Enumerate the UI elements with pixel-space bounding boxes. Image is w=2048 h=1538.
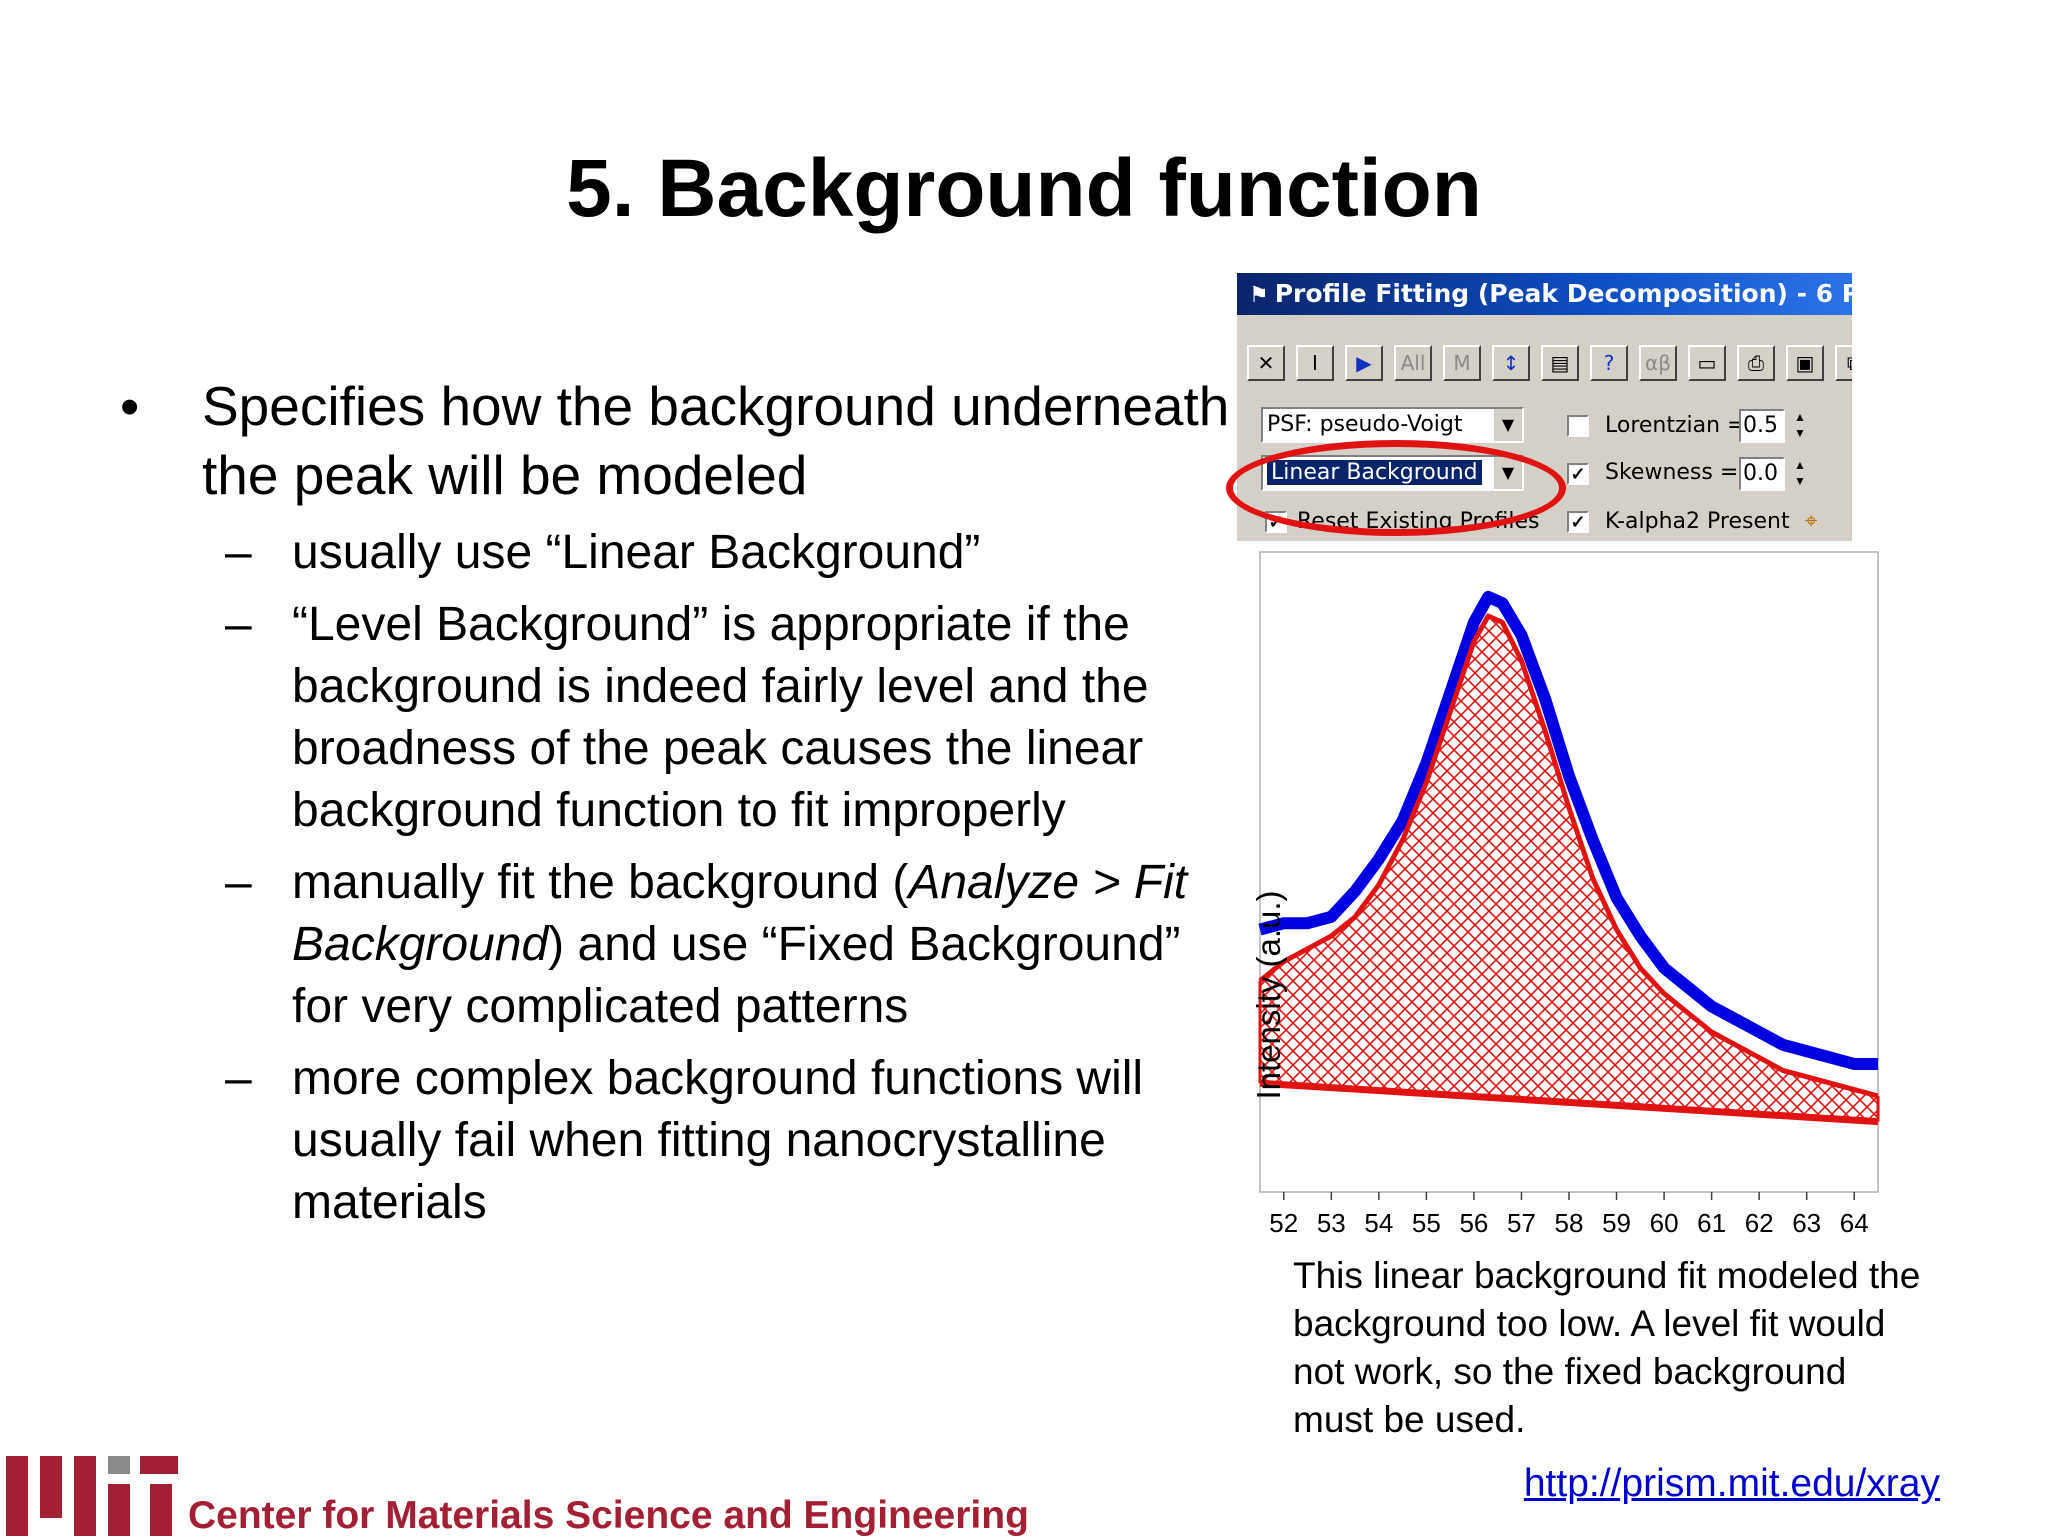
open-folder-button[interactable]: ▭ bbox=[1688, 345, 1726, 381]
observed-data-line bbox=[1258, 590, 1878, 1070]
sub-bullet-dash: – bbox=[225, 1052, 252, 1105]
main-bullet: • Specifies how the background underneat… bbox=[120, 372, 1230, 510]
x-tick-label: 60 bbox=[1650, 1208, 1679, 1238]
footer-center-name: Center for Materials Science and Enginee… bbox=[188, 1494, 1029, 1537]
skewness-label: Skewness = bbox=[1605, 460, 1739, 485]
x-tick-label: 52 bbox=[1269, 1208, 1298, 1238]
x-tick-label: 58 bbox=[1555, 1208, 1584, 1238]
pin-icon: ⚑ bbox=[1249, 283, 1269, 308]
copy-button[interactable]: ⧉ bbox=[1835, 345, 1852, 381]
menu-path: Analyze > Fit Background bbox=[292, 856, 1188, 971]
sub-bullet-dash: – bbox=[225, 526, 252, 579]
lorentzian-label: Lorentzian = bbox=[1605, 413, 1746, 438]
psf-select[interactable]: PSF: pseudo-Voigt ▼ bbox=[1261, 407, 1524, 443]
footer-link[interactable]: http://prism.mit.edu/xray bbox=[1523, 1462, 1940, 1505]
x-tick-label: 56 bbox=[1459, 1208, 1488, 1238]
mit-logo bbox=[6, 1456, 178, 1536]
x-tick-label: 53 bbox=[1317, 1208, 1346, 1238]
target-icon[interactable]: ⌖ bbox=[1805, 509, 1818, 534]
lorentzian-checkbox[interactable] bbox=[1567, 415, 1589, 437]
kalpha2-checkbox[interactable]: ✓ bbox=[1567, 511, 1589, 533]
close-fit-button[interactable]: ✕ bbox=[1247, 345, 1285, 381]
cursor-button[interactable]: I bbox=[1296, 345, 1334, 381]
chevron-down-icon[interactable]: ▼ bbox=[1492, 409, 1522, 441]
sub-bullet-1: – usually use “Linear Background” bbox=[120, 522, 1230, 584]
x-tick-label: 59 bbox=[1602, 1208, 1631, 1238]
sub-bullet-text: manually fit the background ( bbox=[292, 856, 909, 909]
peaks-button[interactable]: M bbox=[1443, 345, 1481, 381]
background-line bbox=[1259, 1079, 1879, 1126]
alpha-beta-button[interactable]: αβ bbox=[1639, 345, 1677, 381]
help-button[interactable]: ? bbox=[1590, 345, 1628, 381]
x-tick-label: 55 bbox=[1412, 1208, 1441, 1238]
x-tick-label: 64 bbox=[1840, 1208, 1869, 1238]
sub-bullet-text: more complex background functions will u… bbox=[292, 1052, 1144, 1229]
sub-bullet-text: “Level Background” is appropriate if the… bbox=[292, 598, 1149, 837]
dialog-title: Profile Fitting (Peak Decomposition) - 6… bbox=[1274, 279, 1852, 308]
sub-bullet-2: – “Level Background” is appropriate if t… bbox=[120, 594, 1230, 842]
figure-caption: This linear background fit modeled the b… bbox=[1293, 1255, 1921, 1440]
refine-button[interactable]: ↕ bbox=[1492, 345, 1530, 381]
lorentzian-input[interactable]: 0.5 bbox=[1739, 409, 1785, 443]
chart: 52 53 54 55 56 57 58 59 60 61 62 63 64 Intensity (a.… bbox=[1250, 551, 1880, 1238]
sub-bullet-dash: – bbox=[225, 856, 252, 909]
highlight-oval bbox=[1226, 440, 1566, 536]
dialog-titlebar: ⚑ Profile Fitting (Peak Decomposition) - … bbox=[1237, 273, 1852, 315]
x-tick-label: 54 bbox=[1364, 1208, 1393, 1238]
fit-area-hatch bbox=[1260, 616, 1878, 1122]
skewness-input[interactable]: 0.0 bbox=[1739, 457, 1785, 491]
save-button[interactable]: ▣ bbox=[1786, 345, 1824, 381]
x-tick-label: 63 bbox=[1792, 1208, 1821, 1238]
play-button[interactable]: ▶ bbox=[1345, 345, 1383, 381]
sub-bullet-text: ) and use “Fixed Background” for very co… bbox=[292, 918, 1181, 1033]
main-bullet-text: Specifies how the background underneath … bbox=[202, 375, 1230, 506]
sub-bullet-4: – more complex background functions will… bbox=[120, 1048, 1230, 1234]
bullet-dot: • bbox=[120, 375, 140, 437]
dialog-toolbar: ✕ I ▶ All M ↕ ▤? αβ ▭ ⎙ ▣ ⧉ bbox=[1247, 345, 1852, 385]
lorentzian-spinner-icon[interactable]: ▲ ▼ bbox=[1794, 410, 1806, 440]
x-tick-label: 62 bbox=[1745, 1208, 1774, 1238]
print-button[interactable]: ⎙ bbox=[1737, 345, 1775, 381]
y-axis-label: Intensity (a.u.) bbox=[1250, 890, 1287, 1099]
x-tick-label: 57 bbox=[1507, 1208, 1536, 1238]
report-button[interactable]: ▤ bbox=[1541, 345, 1579, 381]
skewness-checkbox[interactable]: ✓ bbox=[1567, 463, 1589, 485]
kalpha2-label: K-alpha2 Present bbox=[1605, 509, 1790, 534]
all-button[interactable]: All bbox=[1394, 345, 1432, 381]
fitted-profile-line bbox=[1258, 613, 1879, 1099]
bullet-list: • Specifies how the background underneat… bbox=[120, 372, 1230, 1234]
x-tick-label: 61 bbox=[1697, 1208, 1726, 1238]
slide-title: 5. Background function bbox=[566, 143, 1482, 234]
sub-bullet-dash: – bbox=[225, 598, 252, 651]
sub-bullet-text: usually use “Linear Background” bbox=[292, 526, 981, 579]
skewness-spinner-icon[interactable]: ▲ ▼ bbox=[1794, 458, 1806, 488]
psf-value: PSF: pseudo-Voigt bbox=[1267, 412, 1463, 437]
sub-bullet-3: – manually fit the background (Analyze >… bbox=[120, 852, 1230, 1038]
plot-layer: 52 53 54 55 56 57 58 59 60 61 62 63 64 bbox=[1258, 551, 1880, 1238]
